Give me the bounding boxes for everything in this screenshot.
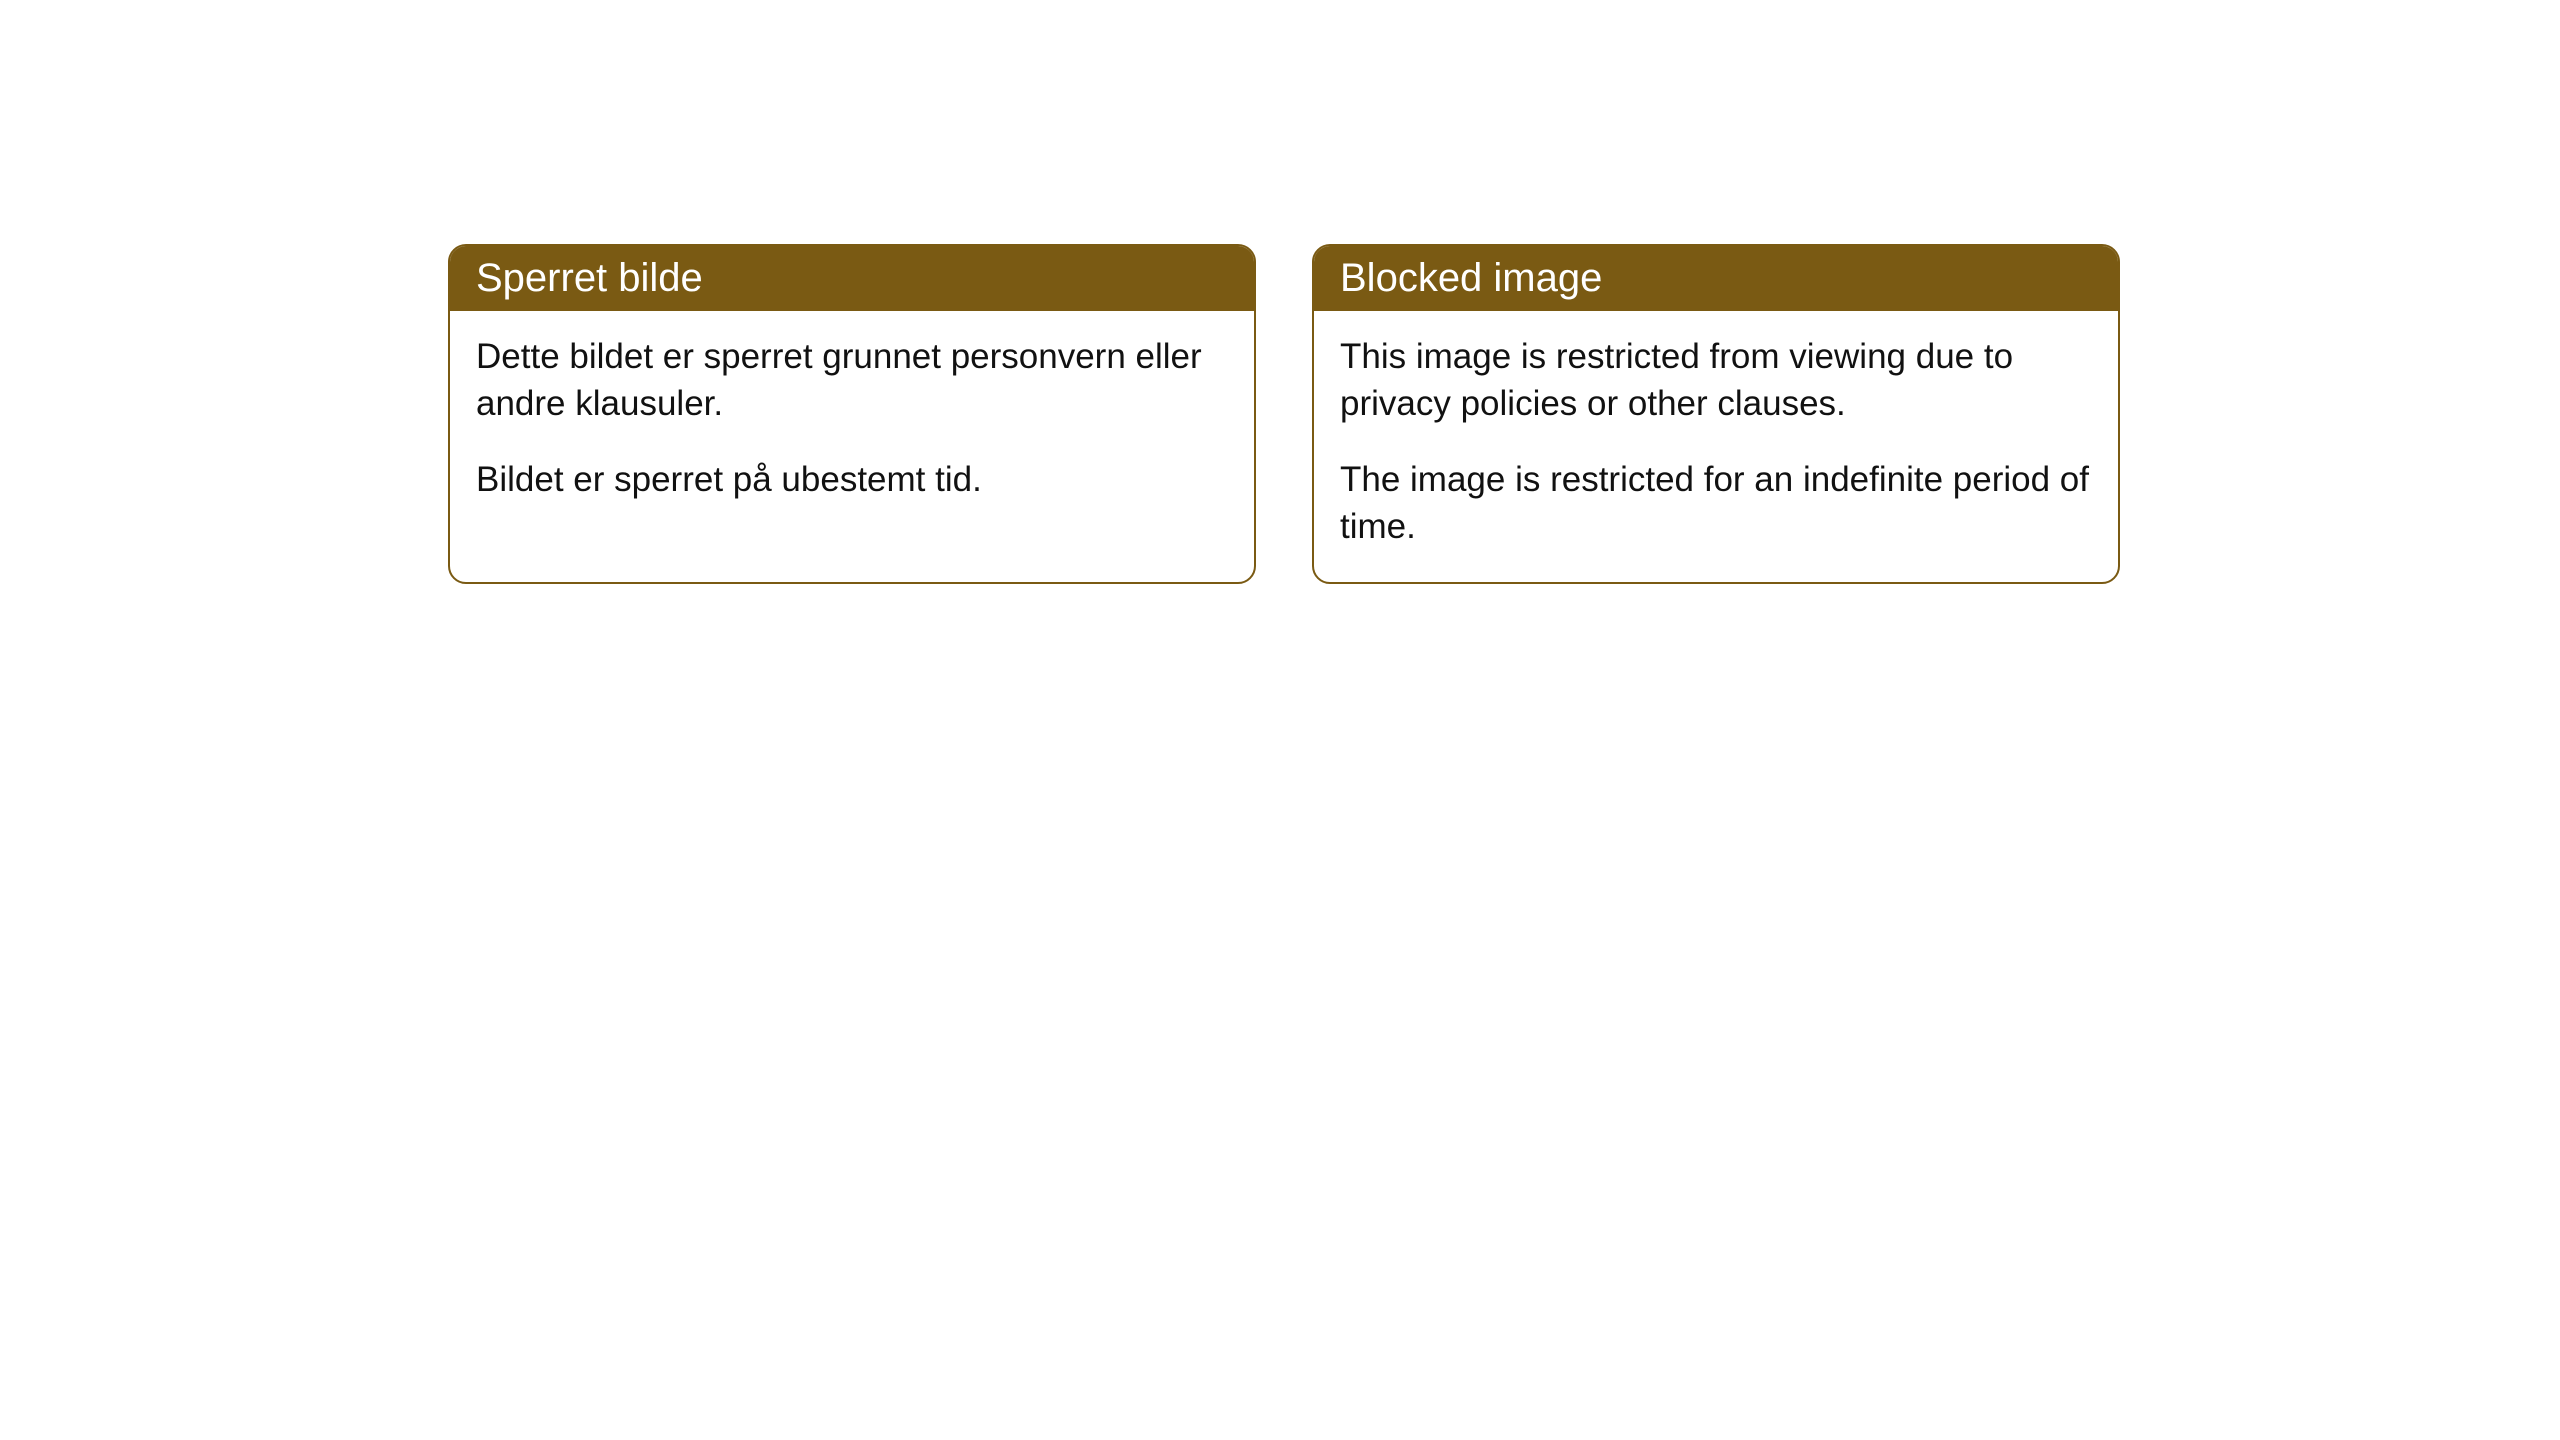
card-paragraph: The image is restricted for an indefinit…	[1340, 456, 2092, 551]
notice-card-norwegian: Sperret bilde Dette bildet er sperret gr…	[448, 244, 1256, 584]
card-paragraph: This image is restricted from viewing du…	[1340, 333, 2092, 428]
card-paragraph: Dette bildet er sperret grunnet personve…	[476, 333, 1228, 428]
card-title: Sperret bilde	[476, 256, 703, 300]
card-body: This image is restricted from viewing du…	[1314, 311, 2118, 582]
card-body: Dette bildet er sperret grunnet personve…	[450, 311, 1254, 535]
notice-card-english: Blocked image This image is restricted f…	[1312, 244, 2120, 584]
card-header: Sperret bilde	[450, 246, 1254, 311]
card-header: Blocked image	[1314, 246, 2118, 311]
notice-cards-container: Sperret bilde Dette bildet er sperret gr…	[448, 244, 2120, 584]
card-paragraph: Bildet er sperret på ubestemt tid.	[476, 456, 1228, 503]
card-title: Blocked image	[1340, 256, 1602, 300]
